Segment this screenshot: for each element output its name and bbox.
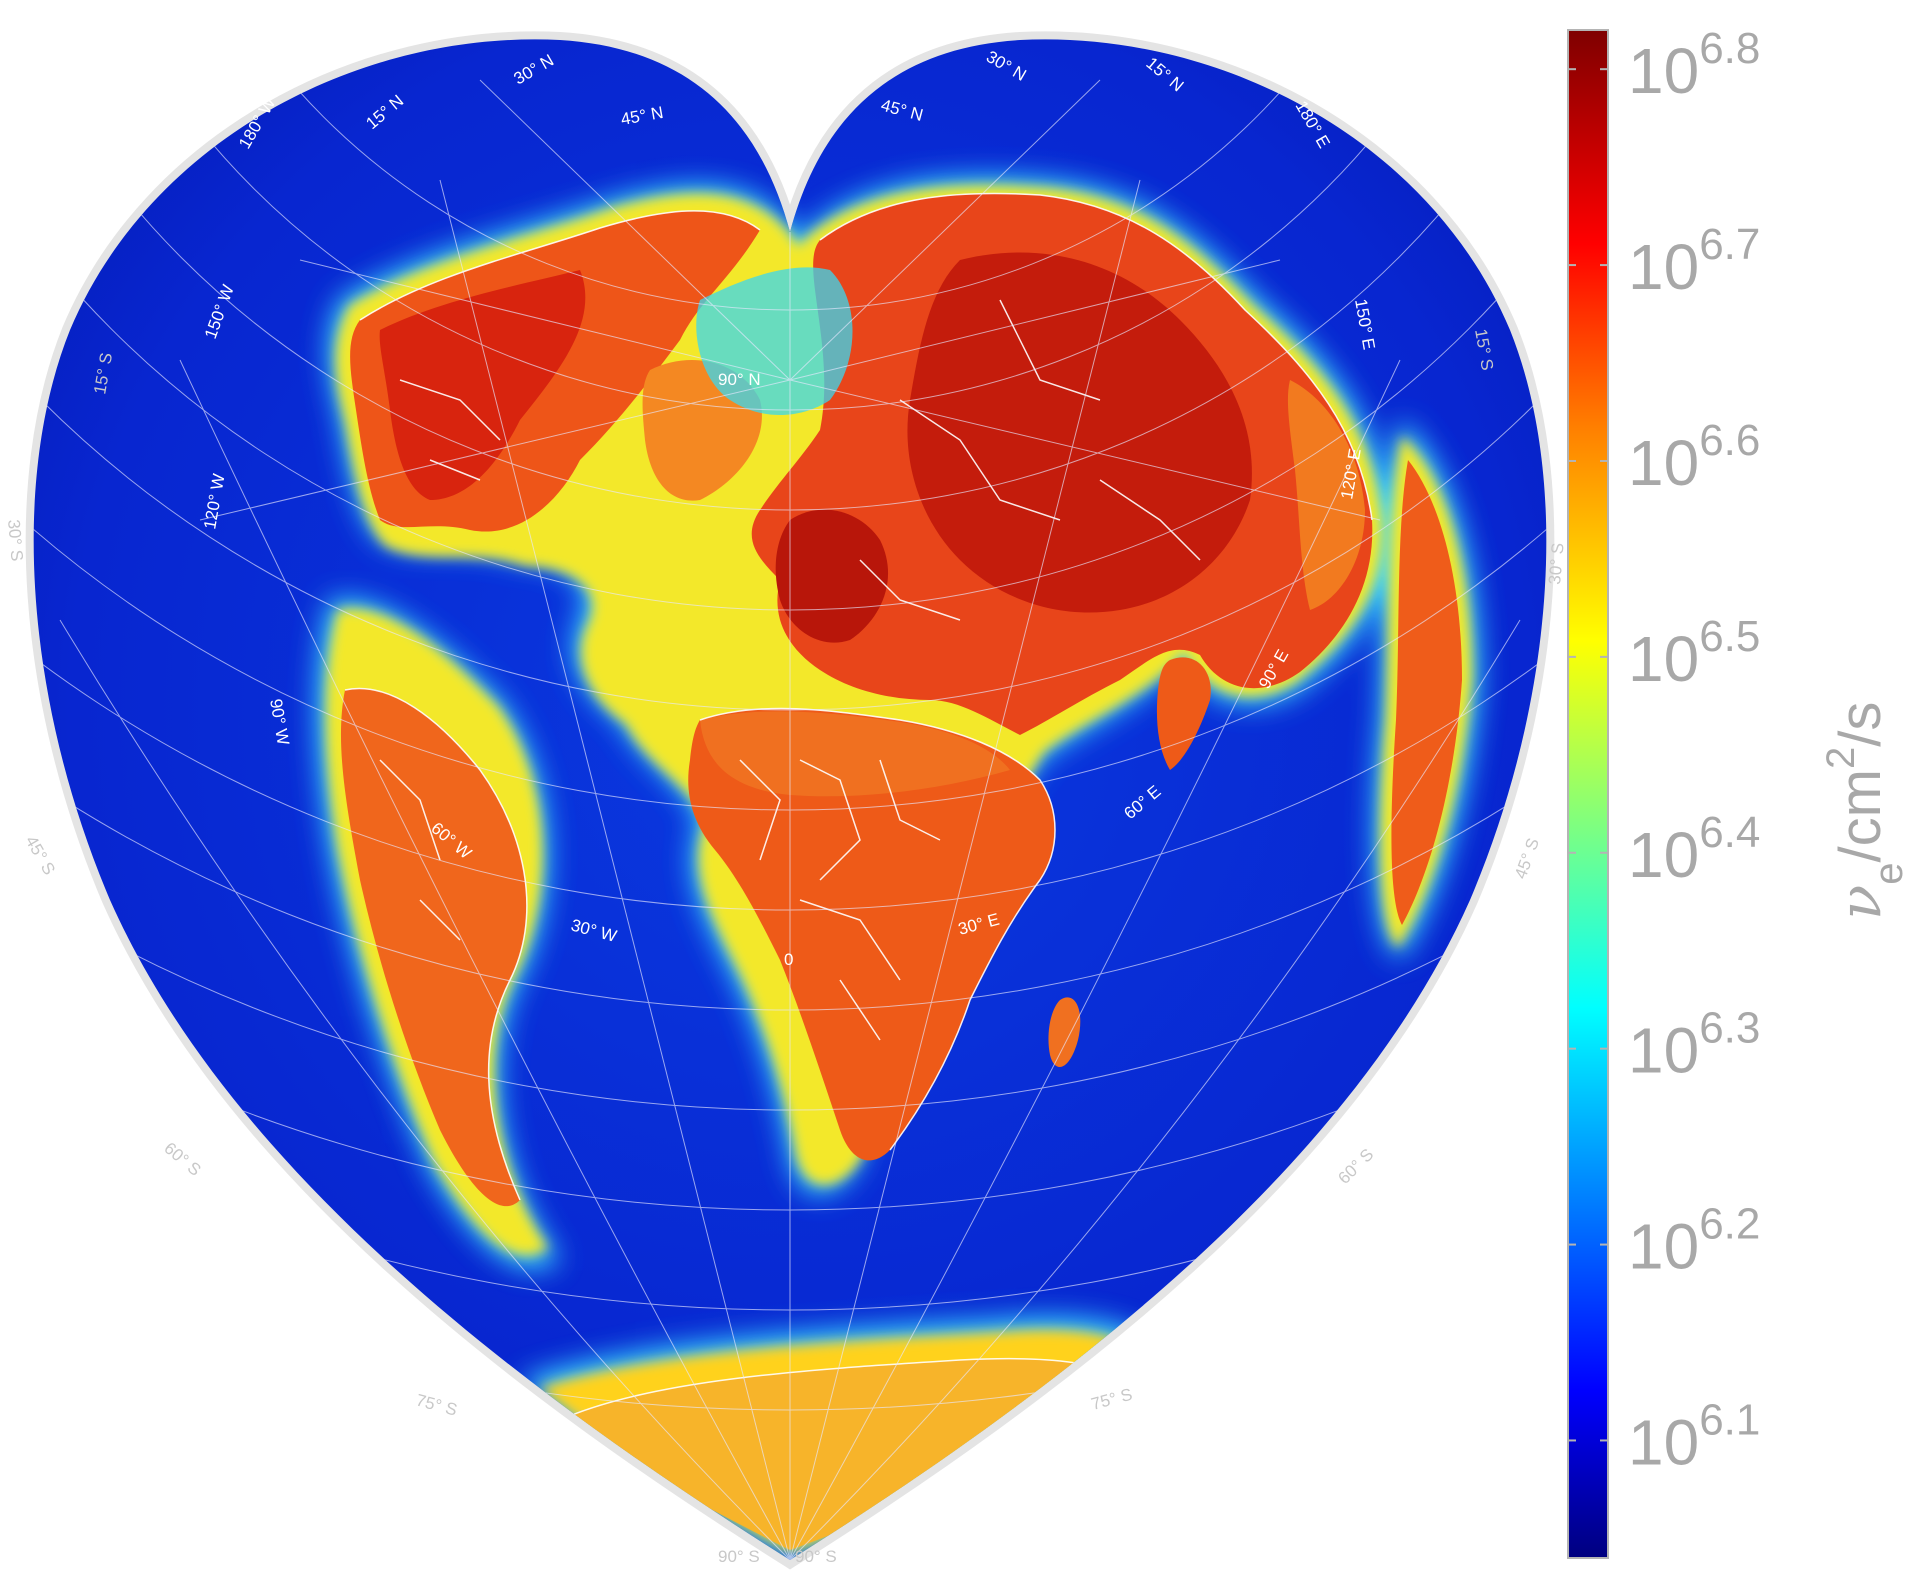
colorbar-ticks: 106.8 106.7 106.6 106.5 106.4 106.3 106.2 106.1 xyxy=(1568,24,1760,1478)
land xyxy=(340,193,1462,1550)
colorbar-tick-label: 106.8 xyxy=(1628,24,1760,107)
country-borders xyxy=(344,192,1373,1421)
colorbar-label: νe/cm2/s xyxy=(1819,702,1911,920)
label-0: 0 xyxy=(784,950,793,969)
africa-north xyxy=(700,711,1010,797)
colorbar-label-nu: ν xyxy=(1826,885,1894,920)
australia xyxy=(1391,460,1462,925)
label-75s-e: 75° S xyxy=(1089,1385,1134,1414)
colorbar-tick-label: 106.2 xyxy=(1628,1200,1760,1283)
antarctica xyxy=(560,1358,1110,1550)
colorbar-label-sub: e xyxy=(1867,862,1911,884)
colorbar-label-rest: /cm xyxy=(1828,769,1893,862)
colorbar: 106.8 106.7 106.6 106.5 106.4 106.3 106.2 106.1… xyxy=(1567,24,1911,1559)
madagascar xyxy=(1048,997,1081,1067)
north-america-core xyxy=(379,270,586,500)
label-90s-w: 90° S xyxy=(718,1547,760,1566)
label-30s-w: 30° S xyxy=(4,519,27,562)
label-75s-w: 75° S xyxy=(414,1391,459,1420)
colorbar-tick-label: 106.1 xyxy=(1628,1395,1760,1478)
colorbar-tick-label: 106.6 xyxy=(1628,416,1760,499)
europe-core xyxy=(775,509,889,643)
colorbar-tick-label: 106.5 xyxy=(1628,612,1760,695)
svg-text:νe/cm2/s: νe/cm2/s xyxy=(1819,702,1911,920)
label-45s-w: 45° S xyxy=(22,833,59,879)
label-45s-e: 45° S xyxy=(1511,836,1543,882)
label-90s-e: 90° S xyxy=(795,1547,837,1566)
label-60s-w: 60° S xyxy=(160,1139,204,1180)
graticule-labels: 180° W 150° W 120° W 90° W 60° W 30° W 0… xyxy=(4,47,1568,1566)
arctic xyxy=(696,267,853,415)
label-60s-e: 60° S xyxy=(1334,1145,1377,1188)
colorbar-label-end: /s xyxy=(1828,702,1893,747)
colorbar-tick-label: 106.3 xyxy=(1628,1004,1760,1087)
colorbar-tick-label: 106.4 xyxy=(1628,808,1760,891)
africa xyxy=(688,708,1055,1161)
label-30s-e: 30° S xyxy=(1545,542,1568,585)
india xyxy=(1156,657,1211,770)
colorbar-label-sup: 2 xyxy=(1819,747,1863,769)
colorbar-tick-label: 106.7 xyxy=(1628,220,1760,303)
label-90n: 90° N xyxy=(718,370,761,389)
siberia-core xyxy=(907,252,1252,613)
colorbar-ramp xyxy=(1567,29,1609,1559)
